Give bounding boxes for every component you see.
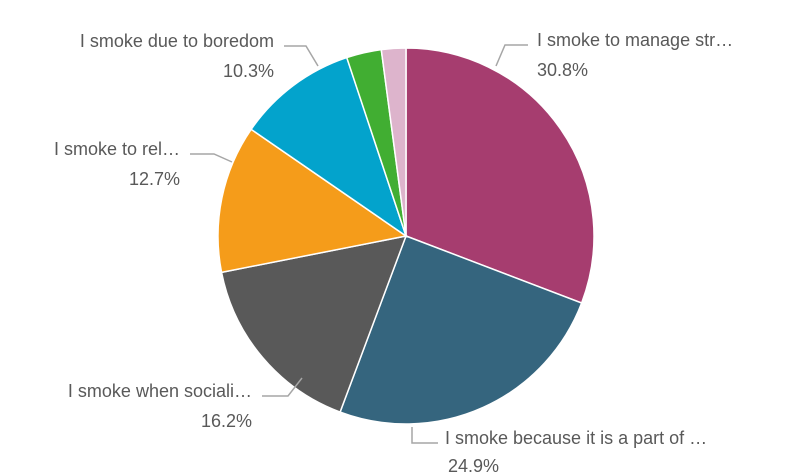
pie-slice-0: [405, 47, 595, 304]
pie-slice-1: [339, 235, 583, 425]
slice-value-0: 30.8%: [537, 60, 588, 80]
pie-slice-3: [217, 128, 408, 274]
slice-value-1: 24.9%: [448, 456, 499, 474]
leader-line-0: [495, 44, 528, 67]
label-group-2: I smoke when sociali… 16.2%: [68, 377, 303, 431]
slice-value-2: 16.2%: [201, 411, 252, 431]
slice-label-3: I smoke to rel…: [54, 139, 180, 159]
label-group-0: I smoke to manage str… 30.8%: [495, 30, 733, 80]
pie-slice-4: [250, 56, 408, 238]
pie-slice-2: [220, 235, 408, 414]
slice-label-4: I smoke due to boredom: [80, 31, 274, 51]
slice-label-1: I smoke because it is a part of …: [445, 428, 707, 448]
leader-line-2: [262, 377, 303, 397]
slice-label-2: I smoke when sociali…: [68, 381, 252, 401]
pie-slices: [217, 47, 595, 425]
leader-line-3: [190, 153, 233, 163]
label-group-3: I smoke to rel… 12.7%: [54, 139, 233, 189]
slice-label-0: I smoke to manage str…: [537, 30, 733, 50]
pie-slice-6: [380, 47, 407, 237]
label-group-4: I smoke due to boredom 10.3%: [80, 31, 319, 81]
leader-line-4: [284, 45, 319, 67]
label-group-1: I smoke because it is a part of … 24.9%: [411, 427, 707, 474]
leader-line-1: [411, 427, 438, 444]
slice-value-4: 10.3%: [223, 61, 274, 81]
slice-value-3: 12.7%: [129, 169, 180, 189]
